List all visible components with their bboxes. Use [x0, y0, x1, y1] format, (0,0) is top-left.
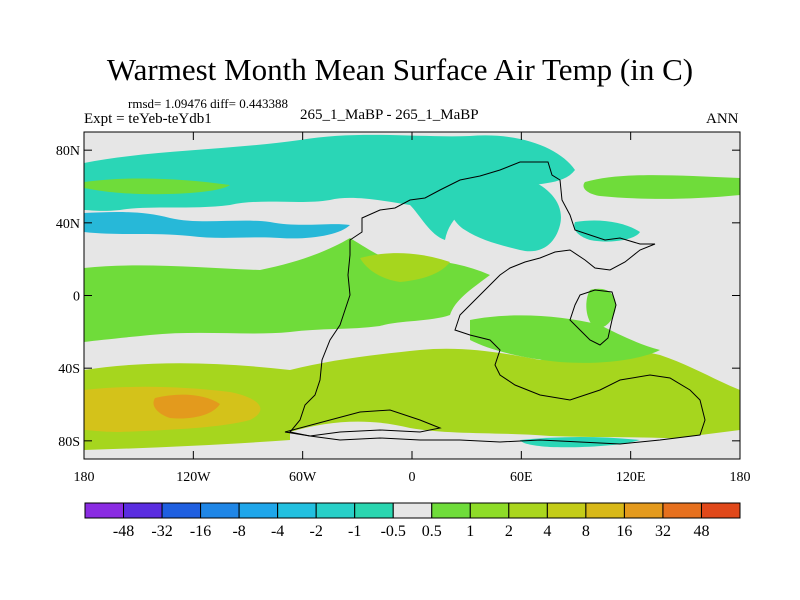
- colorbar-label: 0.5: [422, 523, 442, 540]
- warm-region-indian: [470, 315, 660, 363]
- neutral-antarctic: [84, 421, 740, 459]
- colorbar-swatch: [585, 502, 625, 519]
- map-title: Warmest Month Mean Surface Air Temp (in …: [106, 52, 694, 87]
- warm-region-se: [586, 288, 616, 329]
- colorbar-swatch: [84, 502, 125, 519]
- colorbar-label: 32: [655, 523, 671, 540]
- colorbar-swatch: [662, 502, 702, 519]
- colorbar-swatch: [161, 502, 202, 519]
- x-tick-label: 60W: [289, 470, 317, 485]
- cool-region-eastasia: [574, 220, 640, 242]
- x-tick-label: 180: [74, 470, 95, 485]
- warm-streak-nw: [84, 178, 230, 195]
- colorbar-label: -4: [271, 523, 284, 540]
- cool-region-north-2: [84, 212, 350, 239]
- y-tick-label: 40S: [58, 362, 80, 377]
- colorbar-swatch: [123, 502, 163, 519]
- colorbar-swatch: [200, 502, 240, 519]
- colorbar-swatch: [623, 502, 664, 519]
- x-tick-label: 180: [730, 470, 751, 485]
- colorbar-swatch: [354, 502, 394, 519]
- cool-region-asia: [447, 176, 561, 252]
- y-tick-label: 80N: [56, 144, 80, 159]
- colorbar-swatch: [431, 502, 471, 519]
- colorbar-swatch: [546, 502, 587, 519]
- colorbar-swatch: [700, 502, 741, 519]
- colorbar-label: -1: [348, 523, 361, 540]
- stats-label: rmsd= 1.09476 diff= 0.443388: [128, 96, 288, 111]
- y-tick-label: 80S: [58, 435, 80, 450]
- colorbar-label: 2: [505, 523, 513, 540]
- colorbar-swatch: [315, 502, 356, 519]
- season-label: ANN: [706, 111, 739, 127]
- warm-region-south: [84, 348, 740, 452]
- colorbar-swatch: [392, 502, 433, 519]
- axes: 180 120W 60W 0 60E 120E 180 80N 40N 0 40S 80S: [56, 132, 751, 485]
- colorbar-label: 48: [693, 523, 709, 540]
- coastline-south-islands: [284, 409, 442, 437]
- colorbar-label: 8: [582, 523, 590, 540]
- colorbar-label: -2: [310, 523, 323, 540]
- colorbar-swatch: [508, 502, 548, 519]
- colorbar-label: -48: [113, 523, 134, 540]
- colorbar-label: -8: [232, 523, 245, 540]
- colorbar-swatch: [238, 502, 279, 519]
- warm-streak-ne: [583, 175, 740, 199]
- colorbar-label: 16: [616, 523, 632, 540]
- colorbar: -48 -32 -16 -8 -4 -2 -1 -0.5 0.5 1 2 4 8 16 32 48: [84, 502, 741, 540]
- y-tick-label: 40N: [56, 217, 80, 232]
- colorbar-label: 1: [466, 523, 474, 540]
- colorbar-swatch: [469, 502, 510, 519]
- period-label: 265_1_MaBP - 265_1_MaBP: [300, 107, 479, 123]
- experiment-label: Expt = teYeb-teYdb1: [84, 111, 212, 127]
- y-tick-label: 0: [73, 290, 80, 305]
- x-tick-label: 120E: [616, 470, 646, 485]
- coastlines: [284, 161, 706, 445]
- colorbar-label: -0.5: [381, 523, 406, 540]
- colorbar-label: -32: [151, 523, 172, 540]
- colorbar-label: -16: [190, 523, 211, 540]
- warm-region-south-hot: [153, 394, 220, 419]
- colorbar-label: 4: [543, 523, 551, 540]
- coastline-east-islands: [569, 289, 617, 346]
- colorbar-swatch: [277, 502, 317, 519]
- x-tick-label: 60E: [510, 470, 533, 485]
- x-tick-label: 0: [409, 470, 416, 485]
- x-tick-label: 120W: [176, 470, 211, 485]
- map-field: [84, 132, 740, 459]
- warm-region-tropics-2: [360, 253, 450, 282]
